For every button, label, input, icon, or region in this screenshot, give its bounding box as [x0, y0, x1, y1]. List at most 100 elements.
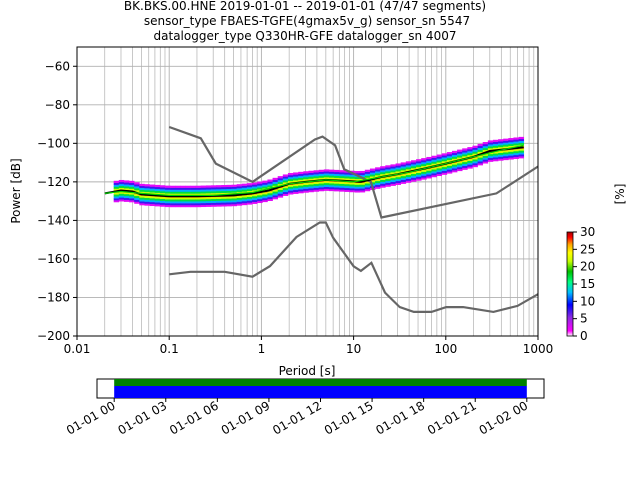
histogram-cell: [205, 200, 212, 204]
histogram-cell: [334, 183, 340, 186]
histogram-cell: [159, 192, 166, 196]
histogram-cell: [426, 158, 432, 162]
histogram-cell: [190, 189, 196, 192]
histogram-cell: [508, 153, 514, 156]
histogram-cell: [185, 201, 191, 204]
histogram-cell: [190, 197, 196, 200]
histogram-cell: [359, 186, 366, 189]
histogram-cell: [482, 153, 489, 156]
histogram-cell: [287, 184, 294, 187]
timeline-tick-label: 01-01 12: [270, 398, 324, 437]
histogram-cell: [277, 178, 284, 181]
histogram-cell: [354, 172, 361, 176]
histogram-cell: [498, 152, 504, 155]
histogram-cell: [200, 200, 207, 204]
histogram-cell: [441, 153, 448, 156]
histogram-cell: [272, 193, 279, 196]
histogram-cell: [293, 172, 299, 175]
histogram-cell: [467, 158, 473, 161]
histogram-cell: [272, 179, 279, 182]
histogram-cell: [175, 187, 181, 190]
histogram-cell: [216, 185, 222, 188]
histogram-cell: [339, 177, 345, 181]
histogram-cell: [129, 186, 135, 189]
histogram-cell: [390, 172, 396, 175]
histogram-cell: [318, 189, 325, 192]
histogram-cell: [503, 157, 509, 161]
histogram-cell: [416, 178, 422, 181]
histogram-cell: [380, 168, 386, 171]
histogram-cell: [503, 152, 509, 155]
histogram-cell: [231, 200, 237, 203]
histogram-cell: [154, 198, 161, 201]
timeline-tick-label: 01-01 03: [116, 398, 170, 437]
histogram-cell: [287, 192, 294, 195]
histogram-cell: [308, 186, 314, 189]
histogram-cell: [380, 179, 386, 182]
histogram-cell: [257, 195, 263, 198]
histogram-cell: [482, 145, 489, 149]
histogram-cell: [303, 175, 309, 178]
histogram-cell: [246, 202, 253, 205]
histogram-cell: [118, 185, 125, 188]
histogram-cell: [236, 197, 243, 200]
histogram-cell: [262, 180, 268, 183]
histogram-cell: [457, 151, 463, 154]
histogram-cell: [185, 199, 191, 202]
histogram-cell: [303, 182, 309, 186]
histogram-cell: [200, 189, 207, 192]
histogram-cell: [492, 151, 499, 154]
histogram-cell: [462, 167, 468, 170]
histogram-cell: [344, 183, 350, 187]
histogram-cell: [123, 186, 130, 189]
noise-model-lines: [104, 125, 539, 314]
histogram-cell: [170, 191, 176, 194]
histogram-cell: [211, 200, 217, 203]
histogram-cell: [503, 154, 509, 157]
histogram-cell: [369, 182, 376, 185]
histogram-cell: [410, 162, 417, 165]
histogram-cell: [231, 184, 237, 187]
x-axis-label: Period [s]: [279, 364, 336, 378]
histogram-cell: [144, 199, 150, 202]
histogram-cell: [282, 191, 289, 195]
histogram-cell: [354, 188, 361, 191]
histogram-cell: [446, 171, 453, 174]
histogram-cell: [241, 185, 248, 188]
histogram-cell: [216, 202, 222, 205]
histogram-cell: [467, 160, 473, 163]
histogram-cell: [154, 186, 161, 190]
histogram-cell: [241, 200, 248, 204]
timeline-tick-label: 01-01 00: [64, 398, 118, 437]
histogram-cell: [241, 202, 248, 206]
histogram-cell: [385, 176, 391, 180]
colorbar-tick-label: 10: [580, 294, 595, 308]
histogram-cell: [492, 141, 499, 144]
histogram-cell: [272, 189, 279, 192]
histogram-cell: [492, 145, 499, 148]
histogram-cell: [410, 179, 417, 182]
histogram-cell: [308, 176, 314, 179]
histogram-cell: [123, 197, 130, 200]
histogram-cell: [508, 149, 514, 152]
timeline-coverage-top: [114, 379, 527, 386]
histogram-cell: [113, 186, 120, 189]
histogram-cell: [421, 165, 427, 169]
histogram-cell: [482, 159, 489, 162]
histogram-cell: [313, 187, 320, 190]
histogram-cell: [482, 155, 489, 158]
histogram-cell: [159, 191, 166, 194]
timeline-tick-label: 01-01 09: [219, 398, 273, 437]
histogram-cell: [298, 185, 304, 188]
histogram-cell: [472, 161, 478, 164]
histogram-cell: [498, 139, 504, 142]
histogram-cell: [451, 158, 458, 161]
histogram-cell: [154, 192, 161, 195]
new-low-noise-model-line: [169, 221, 539, 314]
histogram-cell: [287, 174, 294, 178]
histogram-cell: [313, 181, 320, 185]
histogram-cell: [498, 158, 504, 161]
histogram-cell: [359, 184, 366, 187]
y-tick-label: −160: [37, 252, 70, 266]
histogram-cell: [477, 147, 484, 150]
